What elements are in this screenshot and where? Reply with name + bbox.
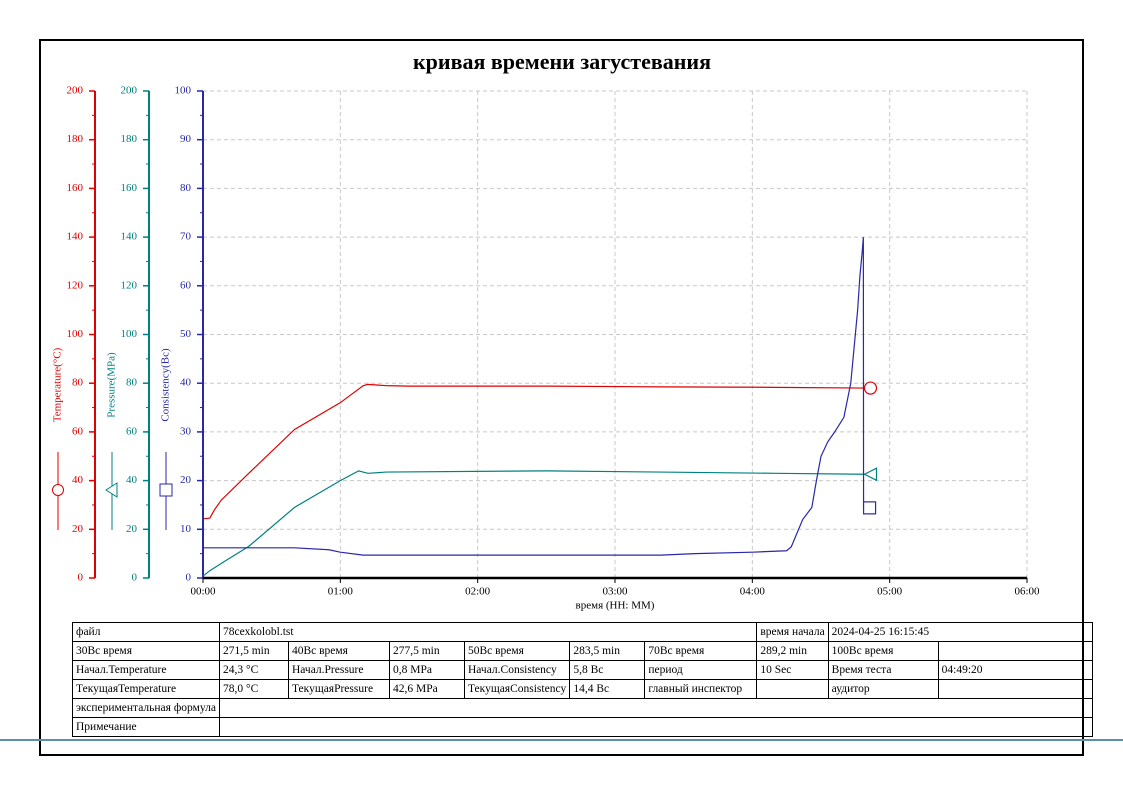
- cell: 2024-04-25 16:15:45: [827, 622, 1093, 642]
- y-tick-label: 80: [126, 377, 138, 389]
- y-tick-label: 80: [180, 182, 192, 194]
- axis-legend-symbol: [159, 483, 173, 497]
- y-tick-label: 40: [72, 474, 84, 486]
- cell: 5,8 Bc: [569, 660, 646, 680]
- axis-legend-symbol: [105, 482, 118, 498]
- y-tick-label: 20: [126, 523, 138, 535]
- y-tick-label: 100: [67, 328, 84, 340]
- y-tick-label: 90: [180, 133, 192, 145]
- x-tick-label: 06:00: [1014, 586, 1040, 598]
- cell: 24,3 °C: [218, 660, 289, 680]
- cell: главный инспектор: [644, 679, 758, 699]
- x-tick-label: 03:00: [602, 586, 628, 598]
- cell: 50Bc время: [463, 641, 571, 661]
- cell: [218, 717, 1093, 737]
- cell: 271,5 min: [218, 641, 289, 661]
- y-tick-label: 160: [121, 182, 138, 194]
- cell: 10 Sec: [756, 660, 829, 680]
- y-tick-label: 180: [121, 133, 138, 145]
- y-tick-label: 70: [180, 231, 192, 243]
- series-line: [202, 470, 865, 577]
- axis-legend-symbol: [52, 484, 64, 496]
- cell: время начала: [756, 622, 829, 642]
- y-tick-label: 120: [67, 279, 84, 291]
- y-tick-label: 10: [180, 523, 192, 535]
- y-axis-label: Pressure(MPa): [106, 352, 118, 418]
- cell: экспериментальная формула: [72, 698, 220, 718]
- series-line: [202, 383, 865, 520]
- cell: [937, 679, 1093, 699]
- cell: Начал.Pressure: [287, 660, 390, 680]
- series-line: [203, 237, 865, 556]
- cell: 42,6 MPa: [388, 679, 465, 699]
- cell: ТекущаяPressure: [287, 679, 390, 699]
- cell: 78cexkolobl.tst: [218, 622, 758, 642]
- end-marker: [863, 467, 878, 482]
- cell: период: [644, 660, 758, 680]
- cell: 283,5 min: [569, 641, 646, 661]
- x-tick-label: 02:00: [465, 586, 491, 598]
- y-tick-label: 0: [132, 572, 138, 584]
- cell: файл: [72, 622, 220, 642]
- x-tick-label: 04:00: [740, 586, 766, 598]
- y-tick-label: 120: [121, 279, 138, 291]
- cell: 70Bc время: [644, 641, 758, 661]
- cell: Начал.Consistency: [463, 660, 571, 680]
- cell: ТекущаяConsistency: [463, 679, 571, 699]
- y-tick-label: 100: [121, 328, 138, 340]
- x-tick-label: 01:00: [328, 586, 354, 598]
- cell: Время теста: [827, 660, 939, 680]
- y-tick-label: 20: [180, 474, 192, 486]
- y-tick-label: 40: [180, 377, 192, 389]
- y-tick-label: 60: [72, 425, 84, 437]
- y-tick-label: 160: [67, 182, 84, 194]
- cell: аудитор: [827, 679, 939, 699]
- y-tick-label: 100: [175, 85, 192, 97]
- y-tick-label: 200: [121, 85, 138, 97]
- y-axis-label: Consistency(Bc): [160, 348, 172, 422]
- y-tick-label: 60: [180, 279, 192, 291]
- chart-title: кривая времени загустевания: [413, 49, 711, 74]
- cell: 0,8 MPa: [388, 660, 465, 680]
- y-tick-label: 30: [180, 425, 192, 437]
- cell: 277,5 min: [388, 641, 465, 661]
- cell: 30Bc время: [72, 641, 220, 661]
- cell: 78,0 °C: [218, 679, 289, 699]
- info-table: файл 78cexkolobl.tst время начала 2024-04-2…: [72, 622, 1093, 737]
- y-axis-label: Temperature(°C): [52, 347, 64, 422]
- y-tick-label: 80: [72, 377, 84, 389]
- cell: [756, 679, 829, 699]
- y-tick-label: 200: [67, 85, 84, 97]
- cell: Начал.Temperature: [72, 660, 220, 680]
- y-tick-label: 140: [67, 231, 84, 243]
- y-tick-label: 40: [126, 474, 138, 486]
- y-tick-label: 0: [186, 572, 192, 584]
- cell: [937, 641, 1093, 661]
- x-tick-label: 00:00: [190, 586, 216, 598]
- cell: 40Bc время: [287, 641, 390, 661]
- cell: Примечание: [72, 717, 220, 737]
- x-tick-label: 05:00: [877, 586, 903, 598]
- x-axis-label: время (HH: MM): [576, 600, 655, 612]
- frame: [39, 39, 1084, 756]
- cell: [218, 698, 1093, 718]
- end-marker: [863, 381, 878, 395]
- y-tick-label: 0: [78, 572, 84, 584]
- cell: 04:49:20: [937, 660, 1093, 680]
- y-tick-label: 140: [121, 231, 138, 243]
- y-tick-label: 60: [126, 425, 138, 437]
- cell: 14,4 Bc: [569, 679, 646, 699]
- y-tick-label: 20: [72, 523, 84, 535]
- cell: 289,2 min: [756, 641, 829, 661]
- cell: ТекущаяTemperature: [72, 679, 220, 699]
- y-tick-label: 180: [67, 133, 84, 145]
- y-tick-label: 50: [180, 328, 192, 340]
- end-marker: [862, 501, 877, 515]
- cell: 100Bc время: [827, 641, 939, 661]
